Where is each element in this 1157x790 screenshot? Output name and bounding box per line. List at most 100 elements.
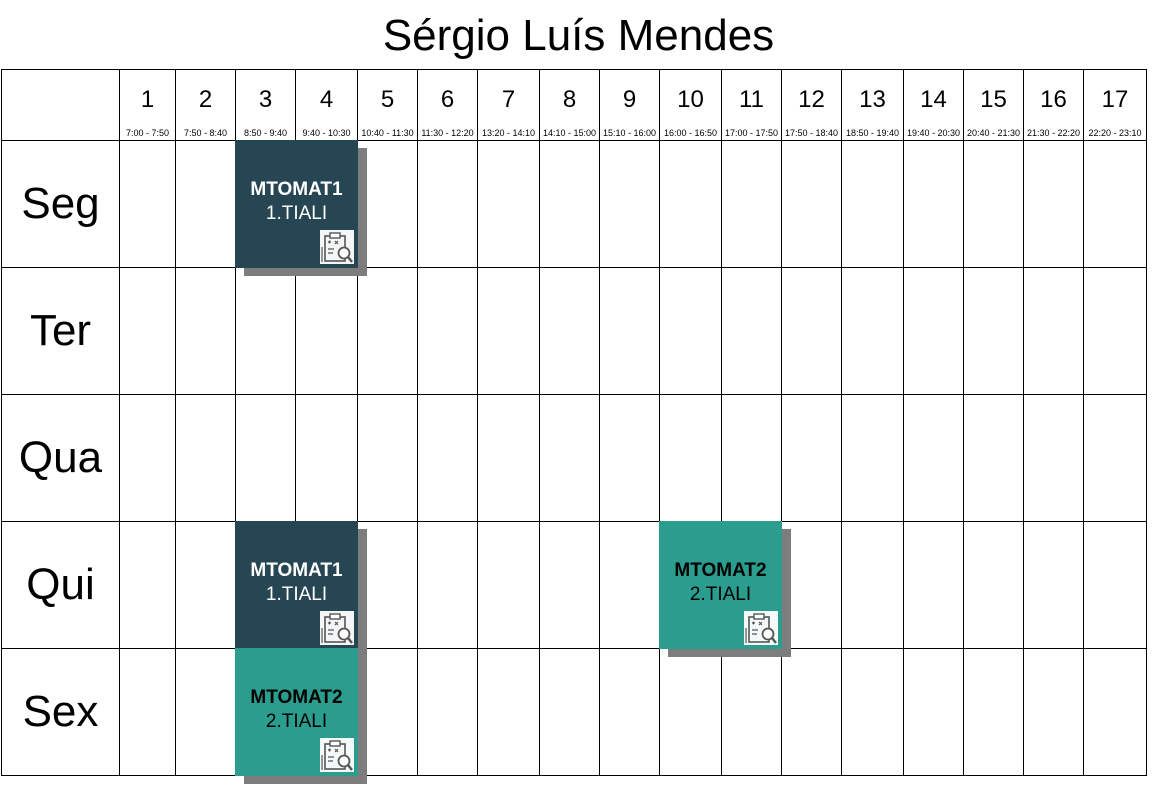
slot-cell[interactable] [1023, 648, 1084, 776]
slot-cell[interactable]: MTOMAT2 2.TIALI [659, 521, 782, 649]
slot-cell[interactable] [721, 140, 782, 268]
slot-cell[interactable] [841, 521, 904, 649]
slot-cell[interactable] [963, 140, 1024, 268]
slot-cell[interactable] [963, 648, 1024, 776]
slot-cell[interactable] [781, 648, 842, 776]
slot-cell[interactable] [235, 267, 296, 395]
slot-cell[interactable] [175, 140, 236, 268]
day-label-cell: Qui [1, 521, 120, 649]
slot-cell[interactable] [417, 521, 478, 649]
slot-cell[interactable] [175, 521, 236, 649]
slot-cell[interactable] [659, 140, 722, 268]
lesson-block[interactable]: MTOMAT1 1.TIALI [235, 521, 358, 649]
slot-cell[interactable] [175, 648, 236, 776]
period-number: 16 [1040, 86, 1067, 113]
slot-cell[interactable] [599, 521, 660, 649]
slot-cell[interactable] [1083, 521, 1147, 649]
lesson-block[interactable]: MTOMAT2 2.TIALI [235, 648, 358, 776]
slot-cell[interactable]: MTOMAT1 1.TIALI [235, 521, 358, 649]
slot-cell[interactable] [841, 394, 904, 522]
slot-cell[interactable] [1023, 140, 1084, 268]
slot-cell[interactable] [1083, 140, 1147, 268]
slot-cell[interactable] [539, 267, 600, 395]
slot-cell[interactable] [721, 394, 782, 522]
exam-clipboard-icon [319, 229, 355, 265]
slot-cell[interactable] [357, 267, 418, 395]
lesson-block[interactable]: MTOMAT2 2.TIALI [659, 521, 782, 649]
slot-cell[interactable] [1083, 648, 1147, 776]
period-header-7: 7 13:20 - 14:10 [477, 69, 540, 141]
slot-cell[interactable] [119, 648, 176, 776]
lesson-group: 2.TIALI [265, 711, 328, 732]
slot-cell[interactable] [721, 267, 782, 395]
slot-cell[interactable]: MTOMAT1 1.TIALI [235, 140, 358, 268]
slot-cell[interactable] [477, 267, 540, 395]
slot-cell[interactable] [477, 648, 540, 776]
slot-cell[interactable] [903, 394, 964, 522]
slot-cell[interactable] [841, 648, 904, 776]
slot-cell[interactable] [539, 648, 600, 776]
slot-cell[interactable] [477, 140, 540, 268]
slot-cell[interactable] [235, 394, 296, 522]
slot-cell[interactable] [599, 648, 660, 776]
slot-cell[interactable] [903, 521, 964, 649]
period-number: 13 [859, 86, 886, 113]
slot-cell[interactable] [357, 394, 418, 522]
slot-cell[interactable] [539, 394, 600, 522]
slot-cell[interactable] [963, 521, 1024, 649]
slot-cell[interactable] [659, 267, 722, 395]
slot-cell[interactable] [599, 267, 660, 395]
slot-cell[interactable] [841, 267, 904, 395]
slot-cell[interactable] [781, 267, 842, 395]
slot-cell[interactable] [417, 267, 478, 395]
slot-cell[interactable] [1023, 521, 1084, 649]
slot-cell[interactable] [963, 267, 1024, 395]
slot-cell[interactable] [1083, 267, 1147, 395]
slot-cell[interactable] [417, 140, 478, 268]
period-time: 17:50 - 18:40 [784, 128, 839, 138]
slot-cell[interactable] [175, 394, 236, 522]
period-number: 7 [501, 86, 516, 113]
slot-cell[interactable]: MTOMAT2 2.TIALI [235, 648, 358, 776]
slot-cell[interactable] [599, 140, 660, 268]
slot-cell[interactable] [781, 394, 842, 522]
slot-cell[interactable] [659, 648, 722, 776]
slot-cell[interactable] [175, 267, 236, 395]
day-label-cell: Sex [1, 648, 120, 776]
period-header-row: 1 7:00 - 7:50 2 7:50 - 8:40 3 8:50 - 9:40 4 9:4… [1, 69, 1147, 141]
slot-cell[interactable] [119, 267, 176, 395]
slot-cell[interactable] [781, 521, 842, 649]
lesson-block[interactable]: MTOMAT1 1.TIALI [235, 140, 358, 268]
period-header-15: 15 20:40 - 21:30 [963, 69, 1024, 141]
slot-cell[interactable] [539, 140, 600, 268]
slot-cell[interactable] [357, 521, 418, 649]
slot-cell[interactable] [721, 648, 782, 776]
slot-cell[interactable] [963, 394, 1024, 522]
slot-cell[interactable] [1083, 394, 1147, 522]
period-header-6: 6 11:30 - 12:20 [417, 69, 478, 141]
period-number: 11 [739, 86, 764, 113]
slot-cell[interactable] [295, 267, 358, 395]
slot-cell[interactable] [417, 394, 478, 522]
slot-cell[interactable] [1023, 267, 1084, 395]
slot-cell[interactable] [841, 140, 904, 268]
slot-cell[interactable] [417, 648, 478, 776]
slot-cell[interactable] [477, 521, 540, 649]
slot-cell[interactable] [357, 648, 418, 776]
slot-cell[interactable] [599, 394, 660, 522]
period-time: 19:40 - 20:30 [906, 128, 961, 138]
slot-cell[interactable] [539, 521, 600, 649]
slot-cell[interactable] [295, 394, 358, 522]
slot-cell[interactable] [119, 521, 176, 649]
slot-cell[interactable] [357, 140, 418, 268]
day-row-ter: Ter [1, 267, 1147, 395]
slot-cell[interactable] [781, 140, 842, 268]
slot-cell[interactable] [903, 267, 964, 395]
slot-cell[interactable] [659, 394, 722, 522]
slot-cell[interactable] [477, 394, 540, 522]
slot-cell[interactable] [903, 140, 964, 268]
slot-cell[interactable] [903, 648, 964, 776]
slot-cell[interactable] [1023, 394, 1084, 522]
slot-cell[interactable] [119, 394, 176, 522]
slot-cell[interactable] [119, 140, 176, 268]
